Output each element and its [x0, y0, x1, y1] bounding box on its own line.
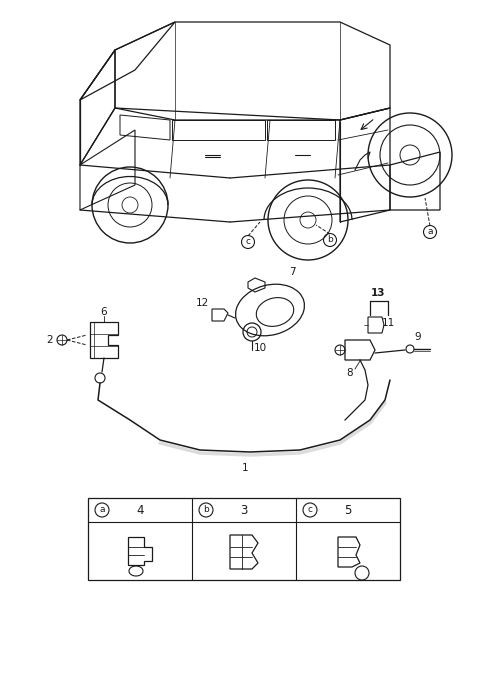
Text: c: c	[245, 237, 251, 247]
Text: 9: 9	[415, 332, 421, 342]
Text: 5: 5	[344, 504, 352, 517]
Text: c: c	[308, 506, 312, 515]
Text: 1: 1	[242, 463, 248, 473]
Text: 8: 8	[347, 368, 353, 378]
Text: a: a	[427, 228, 433, 237]
Text: 7: 7	[288, 267, 295, 277]
Text: 4: 4	[136, 504, 144, 517]
Text: a: a	[99, 506, 105, 515]
Bar	[88, 498, 400, 580]
Text: b: b	[203, 506, 209, 515]
Text: 2: 2	[47, 335, 53, 345]
Text: 11: 11	[382, 318, 395, 328]
Text: 13: 13	[371, 288, 385, 298]
Text: 12: 12	[195, 298, 209, 308]
Text: b: b	[327, 235, 333, 245]
Text: 6: 6	[101, 307, 108, 317]
Text: 10: 10	[253, 343, 266, 353]
Text: 3: 3	[240, 504, 248, 517]
